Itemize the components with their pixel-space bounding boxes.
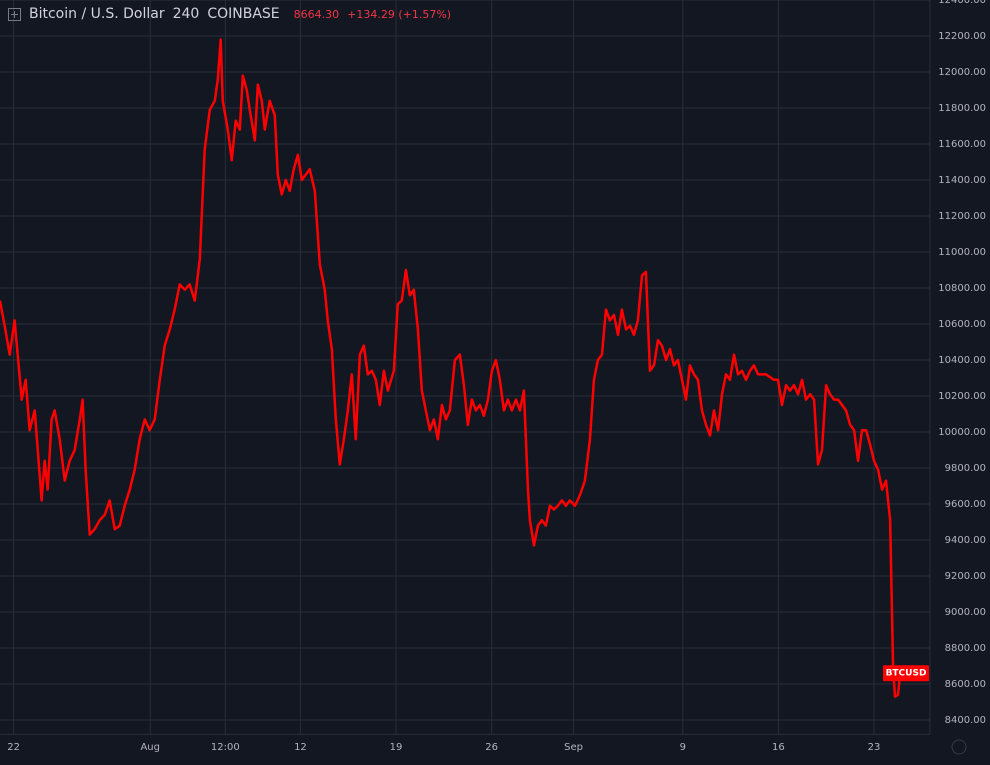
x-tick-label: Sep: [564, 742, 583, 753]
y-tick-label: 12200.00: [938, 31, 986, 42]
y-tick-label: 10400.00: [938, 355, 986, 366]
x-tick-label: 22: [7, 742, 20, 753]
x-tick-label: Aug: [140, 742, 160, 753]
y-tick-label: 12000.00: [938, 67, 986, 78]
y-tick-label: 8600.00: [945, 679, 986, 690]
y-tick-label: 10600.00: [938, 319, 986, 330]
y-tick-label: 11000.00: [938, 247, 986, 258]
price-line: [0, 38, 902, 698]
interval: 240: [172, 6, 200, 22]
x-tick-label: 26: [485, 742, 498, 753]
y-tick-label: 8800.00: [945, 643, 986, 654]
auto-scale-button[interactable]: [951, 739, 967, 755]
y-tick-label: 9200.00: [945, 571, 986, 582]
x-tick-label: 23: [868, 742, 881, 753]
y-tick-label: 11600.00: [938, 139, 986, 150]
x-tick-label: 16: [772, 742, 785, 753]
header: Bitcoin / U.S. Dollar 240 COINBASE 8664.…: [8, 6, 451, 22]
price-change: +134.29 (+1.57%): [347, 7, 452, 21]
x-tick-label: 12:00: [211, 742, 240, 753]
symbol-title: Bitcoin / U.S. Dollar: [29, 6, 165, 22]
symbol-tag-label: BTCUSD: [886, 669, 927, 679]
y-tick-label: 8400.00: [945, 715, 986, 726]
x-tick-label: 19: [390, 742, 403, 753]
y-tick-label: 10200.00: [938, 391, 986, 402]
y-tick-label: 10000.00: [938, 427, 986, 438]
y-tick-label: 11400.00: [938, 175, 986, 186]
symbol-tag: [883, 665, 929, 682]
x-tick-label: 12: [294, 742, 307, 753]
expand-icon[interactable]: [8, 7, 21, 21]
y-tick-label: 11200.00: [938, 211, 986, 222]
y-tick-label: 10800.00: [938, 283, 986, 294]
exchange[interactable]: COINBASE: [207, 6, 280, 22]
y-tick-label: 9800.00: [945, 463, 986, 474]
y-tick-label: 11800.00: [938, 103, 986, 114]
y-tick-label: 9400.00: [945, 535, 986, 546]
y-tick-label: 9000.00: [945, 607, 986, 618]
last-price: 8664.30: [293, 7, 340, 21]
y-tick-label: 12400.00: [938, 0, 986, 6]
axis-panel: [930, 0, 990, 765]
x-tick-label: 9: [680, 742, 686, 753]
y-tick-label: 9600.00: [945, 499, 986, 510]
